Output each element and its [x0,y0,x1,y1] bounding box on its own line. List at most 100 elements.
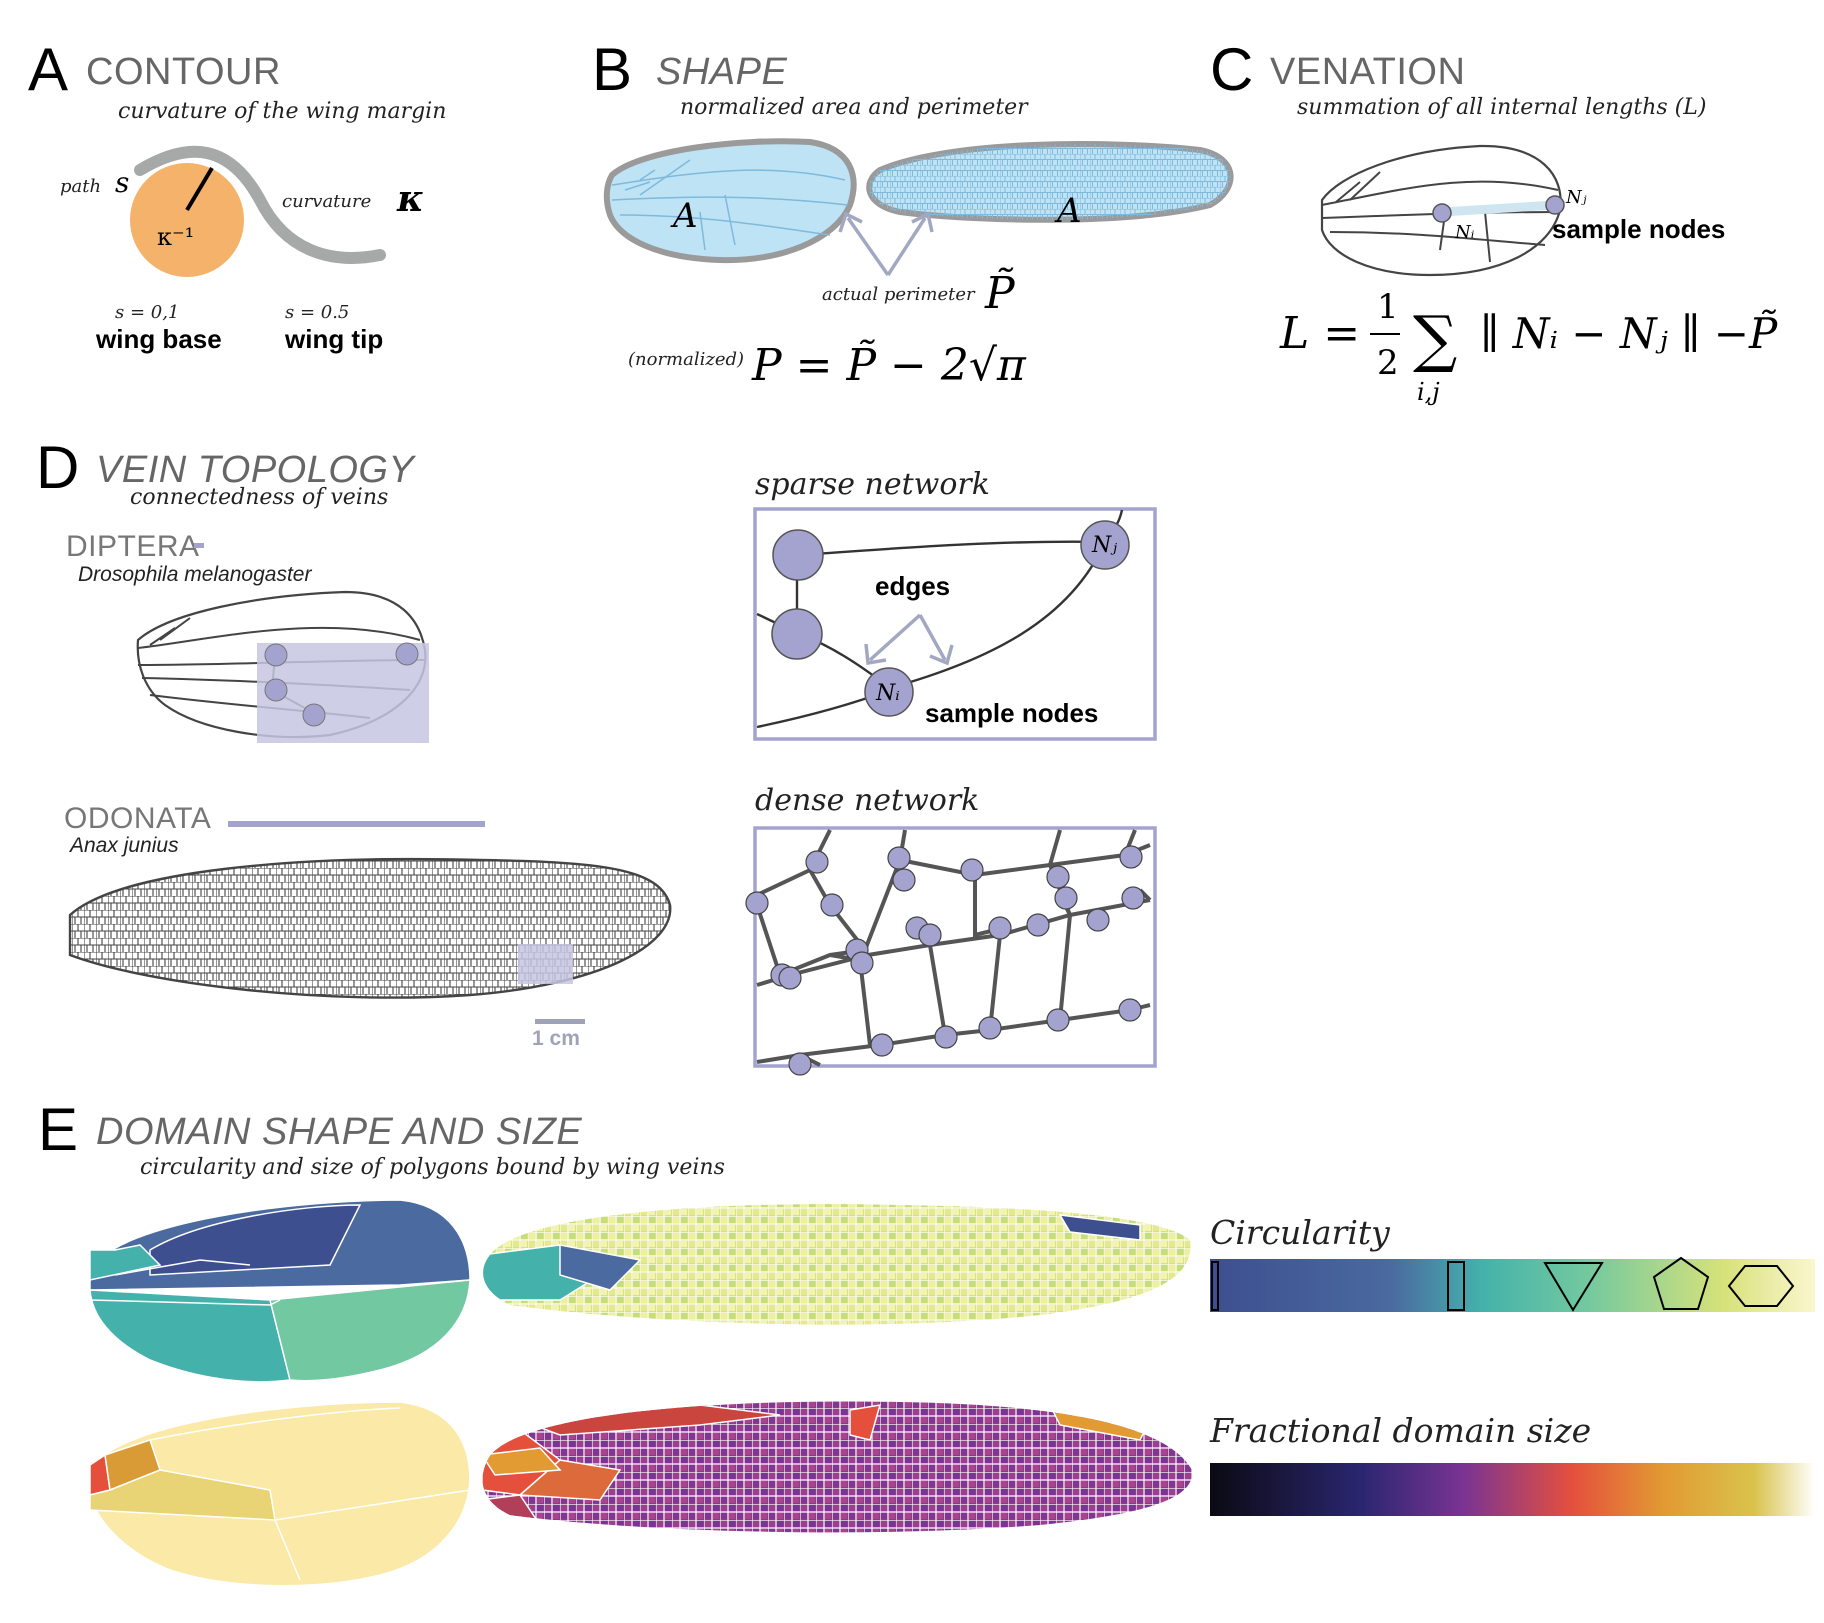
dense-node [850,951,874,975]
dense-node [1118,998,1142,1022]
dense-node [820,893,844,917]
curvature-symbol: κ [396,178,424,220]
node-distance-band [1441,200,1556,217]
dense-nodes [745,845,1145,1076]
panel-a: A CONTOUR curvature of the wing margin κ… [28,36,446,354]
sparse-network-label: sparse network [755,467,990,502]
fly-wing-shape [603,138,857,264]
panel-e-letter: E [38,1096,78,1163]
dense-node [1121,886,1145,910]
panel-d-title: VEIN TOPOLOGY [96,449,416,491]
panel-c-subtitle: summation of all internal lengths (L) [1297,95,1706,120]
curvature-label: curvature [282,191,371,212]
wing-tip-label: wing tip [284,324,383,354]
formula-half-num: 1 [1377,287,1399,327]
dense-node [1046,1008,1070,1032]
perimeter-label: actual perimeter [822,284,976,305]
dragonfly-wing-mesh [869,144,1231,220]
perimeter-formula: P = P̃ − 2√π [751,338,1027,391]
sample-nodes-label-d: sample nodes [925,698,1098,728]
odonata-species: Anax junius [68,834,179,857]
panel-c-title: VENATION [1270,51,1465,93]
node-i [1432,203,1452,223]
diptera-node [264,678,288,702]
sparse-node-i-label: Nᵢ [875,681,900,706]
panel-c: C VENATION summation of all internal len… [1210,36,1778,406]
dense-node [978,1016,1002,1040]
panel-b-subtitle: normalized area and perimeter [680,95,1029,120]
odonata-highlight-box [518,944,573,984]
formula-sum-index: i,j [1417,378,1440,406]
odonata-order: ODONATA [64,802,211,835]
dense-node [778,966,802,990]
dense-node [892,868,916,892]
one-cm-scale-bar [535,1019,585,1024]
dragonfly-size-base [482,1404,1152,1526]
panel-d: D VEIN TOPOLOGY connectedness of veins D… [36,434,1157,1076]
dense-node [745,891,769,915]
dense-node [1046,865,1070,889]
edges-arrows [864,613,954,666]
panel-a-subtitle: curvature of the wing margin [118,99,446,124]
dense-node [887,846,911,870]
edges-label: edges [875,571,950,601]
dense-node [960,858,984,882]
dense-node [934,1025,958,1049]
osculating-circle [130,163,244,277]
panel-d-subtitle: connectedness of veins [130,485,388,510]
circularity-label: Circularity [1210,1213,1390,1252]
formula-half-den: 2 [1377,343,1399,383]
sparse-node-i [864,667,914,717]
circularity-colorbar [1210,1259,1815,1312]
thin-rectangle-icon [1447,1261,1465,1311]
diptera-node [302,703,326,727]
odonata-wing-mesh [70,859,671,998]
dense-node [988,916,1012,940]
fractional-size-colorbar [1210,1463,1815,1516]
node-j-label: Nⱼ [1565,187,1587,208]
panel-b: B SHAPE normalized area and perimeter A … [592,36,1234,391]
tip-s-value: s = 0.5 [285,302,349,323]
node-j [1545,195,1565,215]
formula-sum: ∑ [1413,302,1457,375]
panel-d-letter: D [36,434,79,501]
triangle-icon [1543,1262,1604,1312]
scale-label: 1 cm [532,1027,580,1050]
radius-label: κ⁻¹ [157,223,194,251]
hexagon-icon [1727,1265,1795,1307]
wing-base-label: wing base [95,324,222,354]
diptera-scale-bar [194,543,204,548]
fractional-size-label: Fractional domain size [1209,1411,1591,1450]
diptera-nodes [264,642,419,727]
wing-margin-curve [134,145,386,264]
dragonfly-circularity-wing [483,1204,1191,1325]
sparse-node [771,608,823,660]
sparse-nodes [771,520,1130,717]
diptera-node [395,642,419,666]
sample-nodes-label-c: sample nodes [1552,214,1725,244]
node-i-label: Nᵢ [1454,222,1475,243]
sparse-node-j-label: Nⱼ [1091,533,1117,558]
dense-node [918,923,942,947]
pentagon-icon [1652,1256,1710,1310]
fly-wing-veins [611,159,849,251]
panel-e-title: DOMAIN SHAPE AND SIZE [96,1111,582,1153]
dense-node [870,1033,894,1057]
panel-a-letter: A [28,36,68,103]
dragonfly-area-symbol: A [1054,191,1082,231]
path-symbol: s [115,166,129,199]
venation-veins [1321,171,1561,263]
formula-body: ∥ Nᵢ − Nⱼ ∥ −P̃ [1480,308,1778,358]
panel-e-subtitle: circularity and size of polygons bound b… [140,1155,725,1180]
dragonfly-size-wing [482,1401,1193,1533]
perimeter-arrows [838,211,934,277]
sparse-node [772,529,824,581]
diptera-species: Drosophila melanogaster [78,563,312,586]
path-label: path [60,176,101,197]
fly-circularity-wing [89,1199,471,1383]
panel-b-title: SHAPE [656,51,787,93]
formula-lhs: L = [1279,308,1360,359]
normalized-tag: (normalized) [628,349,744,370]
